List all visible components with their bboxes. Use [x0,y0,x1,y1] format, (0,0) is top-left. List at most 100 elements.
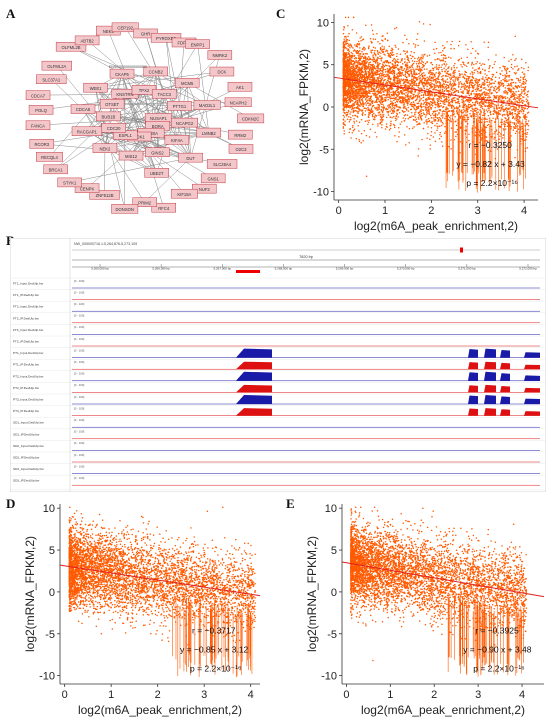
scatter-point [472,111,474,113]
scatter-point [435,66,438,68]
scatter-point [394,117,397,119]
network-node [57,177,82,188]
scatter-point [452,76,454,79]
scatter-point [348,115,350,118]
scatter-point [431,94,433,97]
scatter-point [414,104,416,107]
network-node-label: LMNB2 [202,131,217,136]
scatter-point [429,79,432,82]
scatter-point [497,104,499,107]
scatter-point [361,114,364,116]
scatter-point [455,124,458,127]
scatter-point [381,126,383,129]
scatter-point [442,57,445,59]
scatter-point [514,82,517,84]
scatter-point [342,53,345,56]
scatter-point [385,85,388,88]
scatter-point [379,84,382,87]
scatter-point [462,111,465,113]
scatter-point [487,85,490,88]
network-node-label: CEP192 [117,26,133,31]
scatter-point [500,104,502,107]
scatter-point [510,125,513,128]
scatter-point [390,100,392,102]
scatter-point [485,139,487,142]
scatter-point [347,56,349,59]
scatter-point [367,123,369,126]
scatter-point [358,140,361,142]
scatter-point [412,79,414,82]
network-node-label: GNS1 [207,177,219,182]
network-node [185,39,210,49]
scatter-point [376,90,378,93]
scatter-point [493,111,496,113]
scatter-point [514,101,516,103]
scatter-point [342,89,345,92]
scatter-point [368,74,371,76]
scatter-point [517,111,519,113]
scatter-point [511,114,514,116]
scatter-point [361,39,364,41]
scatter-point [475,80,477,82]
scatter-point [439,102,442,105]
scatter-point [380,76,383,78]
scatter-point [366,99,369,102]
scatter-point [438,58,440,60]
scatter-point [438,66,440,68]
scatter-point [440,115,443,117]
scatter-point [514,125,517,127]
scatter-point [384,83,387,85]
scatter-point [486,81,489,84]
scatter-point [471,101,474,104]
scatter-point [438,52,440,54]
scatter-point [355,64,357,66]
scatter-point [525,94,528,97]
scatter-point [486,118,488,121]
scatter-point [382,105,385,107]
scatter-point [405,80,407,82]
scatter-point [471,75,473,78]
scatter-point [358,50,361,52]
scatter-point [382,61,385,63]
scatter-point [527,120,530,122]
scatter-point [510,113,512,115]
scatter-point [398,68,401,70]
scatter-point [470,64,473,66]
scatter-point [445,85,447,88]
scatter-point [381,77,384,79]
scatter-point [428,110,430,113]
scatter-point [498,77,501,79]
scatter-point [395,119,397,122]
scatter-point [369,66,372,69]
scatter-point [508,70,511,73]
scatter-point [393,115,395,118]
scatter-point [485,109,488,111]
scatter-point [415,73,417,76]
scatter-point [351,60,354,62]
network-node [209,66,235,77]
scatter-point [517,118,519,121]
scatter-point [421,77,424,80]
scatter-point [387,93,389,95]
scatter-point [398,131,400,133]
scatter-point [508,60,510,62]
scatter-point [458,70,460,72]
scatter-point [373,94,375,96]
scatter-point [365,94,367,97]
network-edge [95,71,222,88]
scatter-point [394,27,396,30]
scatter-point [443,47,445,50]
scatter-point [393,58,395,60]
scatter-point [439,134,441,136]
scatter-point [466,111,469,113]
scatter-point [483,41,485,43]
scatter-point [434,86,436,89]
scatter-point [416,98,418,100]
scatter-point [494,76,497,79]
scatter-point [349,92,351,95]
scatter-point [349,113,351,115]
scatter-point [493,106,495,108]
scatter-point [399,123,402,125]
scatter-point [353,61,356,64]
scatter-point [510,88,513,91]
